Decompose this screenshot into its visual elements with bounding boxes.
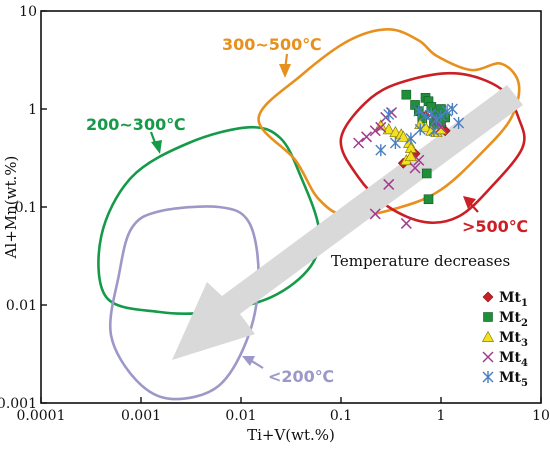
data-point-mt5 [414, 123, 426, 136]
data-point-mt4 [375, 121, 387, 133]
x-tick-label: 0.0001 [17, 408, 66, 424]
x-tick-label: 10 [532, 408, 550, 424]
y-tick-label: 10 [19, 4, 37, 20]
label-pointer-arrows [149, 53, 479, 369]
x-tick-label: 0.01 [225, 408, 256, 424]
pointer-arrowhead-200-300 [151, 140, 162, 154]
data-point-mt2 [421, 168, 432, 179]
data-points-layer [353, 89, 465, 229]
data-point-mt4 [383, 178, 395, 190]
x-tick-label: 1 [437, 408, 446, 424]
legend-label-mt3: Mt3 [499, 330, 528, 349]
label-200-300: 200~300℃ [86, 115, 186, 134]
legend-marker-mt4 [482, 351, 494, 363]
legend-label-mt4: Mt4 [499, 350, 528, 369]
temperature-trend-arrow [172, 85, 523, 360]
data-point-mt5 [405, 132, 417, 145]
legend-marker-mt2 [483, 312, 493, 322]
pointer-arrowhead-300-500 [279, 64, 291, 78]
data-point-mt4 [369, 208, 381, 220]
data-point-mt4 [409, 162, 421, 174]
data-point-mt2 [423, 194, 434, 205]
y-tick-label: 0.01 [6, 298, 37, 314]
data-point-mt4 [400, 217, 412, 229]
y-tick-label: 1 [28, 102, 37, 118]
data-point-mt5 [389, 136, 401, 149]
x-tick-label: 0.001 [121, 408, 161, 424]
data-point-mt5 [428, 124, 440, 137]
field-outline-500 [339, 71, 526, 225]
data-point-mt4 [360, 131, 373, 143]
x-tick-label: 0.1 [330, 408, 352, 424]
y-axis-title: Al+Mn(wt.%) [2, 156, 20, 260]
data-point-mt3 [434, 123, 448, 135]
trend-arrow-layer [172, 85, 523, 360]
data-point-mt5 [375, 144, 387, 157]
data-point-mt5 [453, 116, 465, 129]
data-point-mt5 [441, 105, 453, 118]
label-lt200: <200℃ [268, 367, 334, 386]
pointer-arrowhead-lt200 [242, 356, 255, 366]
pointer-arrowhead-gt500 [463, 196, 476, 209]
data-point-mt5 [420, 109, 432, 122]
legend-label-mt1: Mt1 [499, 290, 528, 309]
data-point-mt4 [435, 121, 447, 133]
legend-label-mt2: Mt2 [499, 310, 528, 329]
data-point-mt5 [413, 105, 425, 118]
legend-label-mt5: Mt5 [499, 370, 528, 389]
y-tick-label: 0.001 [0, 396, 37, 412]
data-point-mt5 [435, 109, 447, 122]
y-tick-label: 0.1 [15, 200, 37, 216]
data-point-mt5 [383, 108, 395, 121]
legend-marker-mt5 [482, 371, 494, 383]
legend-marker-mt1 [482, 291, 494, 303]
field-outline-200 [108, 205, 260, 401]
data-point-mt4 [353, 137, 365, 149]
x-axis-title: Ti+V(wt.%) [247, 426, 335, 444]
label-300-500: 300~500℃ [222, 35, 322, 54]
fields-layer [97, 27, 526, 401]
trend-label: Temperature decreases [331, 252, 510, 270]
data-point-mt2 [401, 89, 412, 100]
legend-marker-mt3 [481, 330, 495, 342]
data-point-mt4 [369, 125, 381, 137]
data-point-mt3 [382, 123, 395, 135]
label-gt500: >500℃ [462, 217, 528, 236]
data-point-mt3 [397, 130, 410, 142]
data-point-mt4 [413, 154, 425, 166]
